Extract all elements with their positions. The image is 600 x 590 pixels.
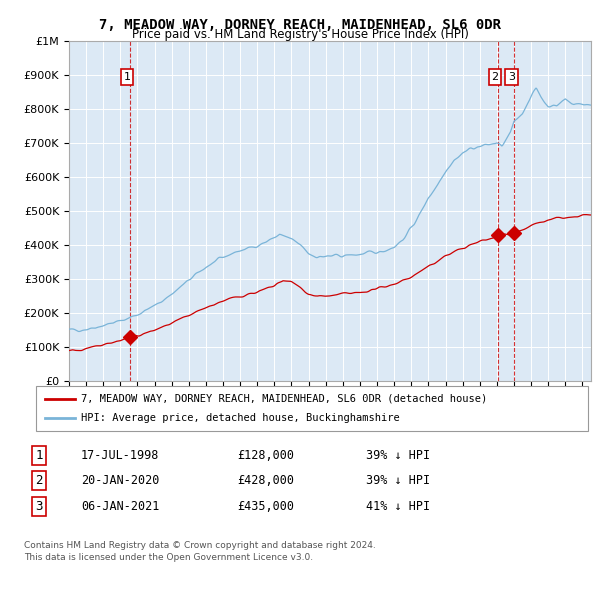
Text: 20-JAN-2020: 20-JAN-2020 (81, 474, 160, 487)
Text: 3: 3 (508, 72, 515, 82)
Text: 7, MEADOW WAY, DORNEY REACH, MAIDENHEAD, SL6 0DR: 7, MEADOW WAY, DORNEY REACH, MAIDENHEAD,… (99, 18, 501, 32)
Text: Price paid vs. HM Land Registry's House Price Index (HPI): Price paid vs. HM Land Registry's House … (131, 28, 469, 41)
Text: £435,000: £435,000 (237, 500, 294, 513)
Text: 3: 3 (35, 500, 43, 513)
Text: 7, MEADOW WAY, DORNEY REACH, MAIDENHEAD, SL6 0DR (detached house): 7, MEADOW WAY, DORNEY REACH, MAIDENHEAD,… (81, 394, 487, 404)
Text: 2: 2 (35, 474, 43, 487)
Text: 06-JAN-2021: 06-JAN-2021 (81, 500, 160, 513)
Text: 17-JUL-1998: 17-JUL-1998 (81, 449, 160, 462)
Text: 1: 1 (35, 449, 43, 462)
Text: 41% ↓ HPI: 41% ↓ HPI (366, 500, 430, 513)
Text: £128,000: £128,000 (237, 449, 294, 462)
Text: HPI: Average price, detached house, Buckinghamshire: HPI: Average price, detached house, Buck… (81, 414, 400, 423)
Text: 39% ↓ HPI: 39% ↓ HPI (366, 474, 430, 487)
Text: 39% ↓ HPI: 39% ↓ HPI (366, 449, 430, 462)
Text: This data is licensed under the Open Government Licence v3.0.: This data is licensed under the Open Gov… (24, 553, 313, 562)
Text: 2: 2 (491, 72, 499, 82)
Text: Contains HM Land Registry data © Crown copyright and database right 2024.: Contains HM Land Registry data © Crown c… (24, 541, 376, 550)
Text: 1: 1 (124, 72, 131, 82)
Text: £428,000: £428,000 (237, 474, 294, 487)
